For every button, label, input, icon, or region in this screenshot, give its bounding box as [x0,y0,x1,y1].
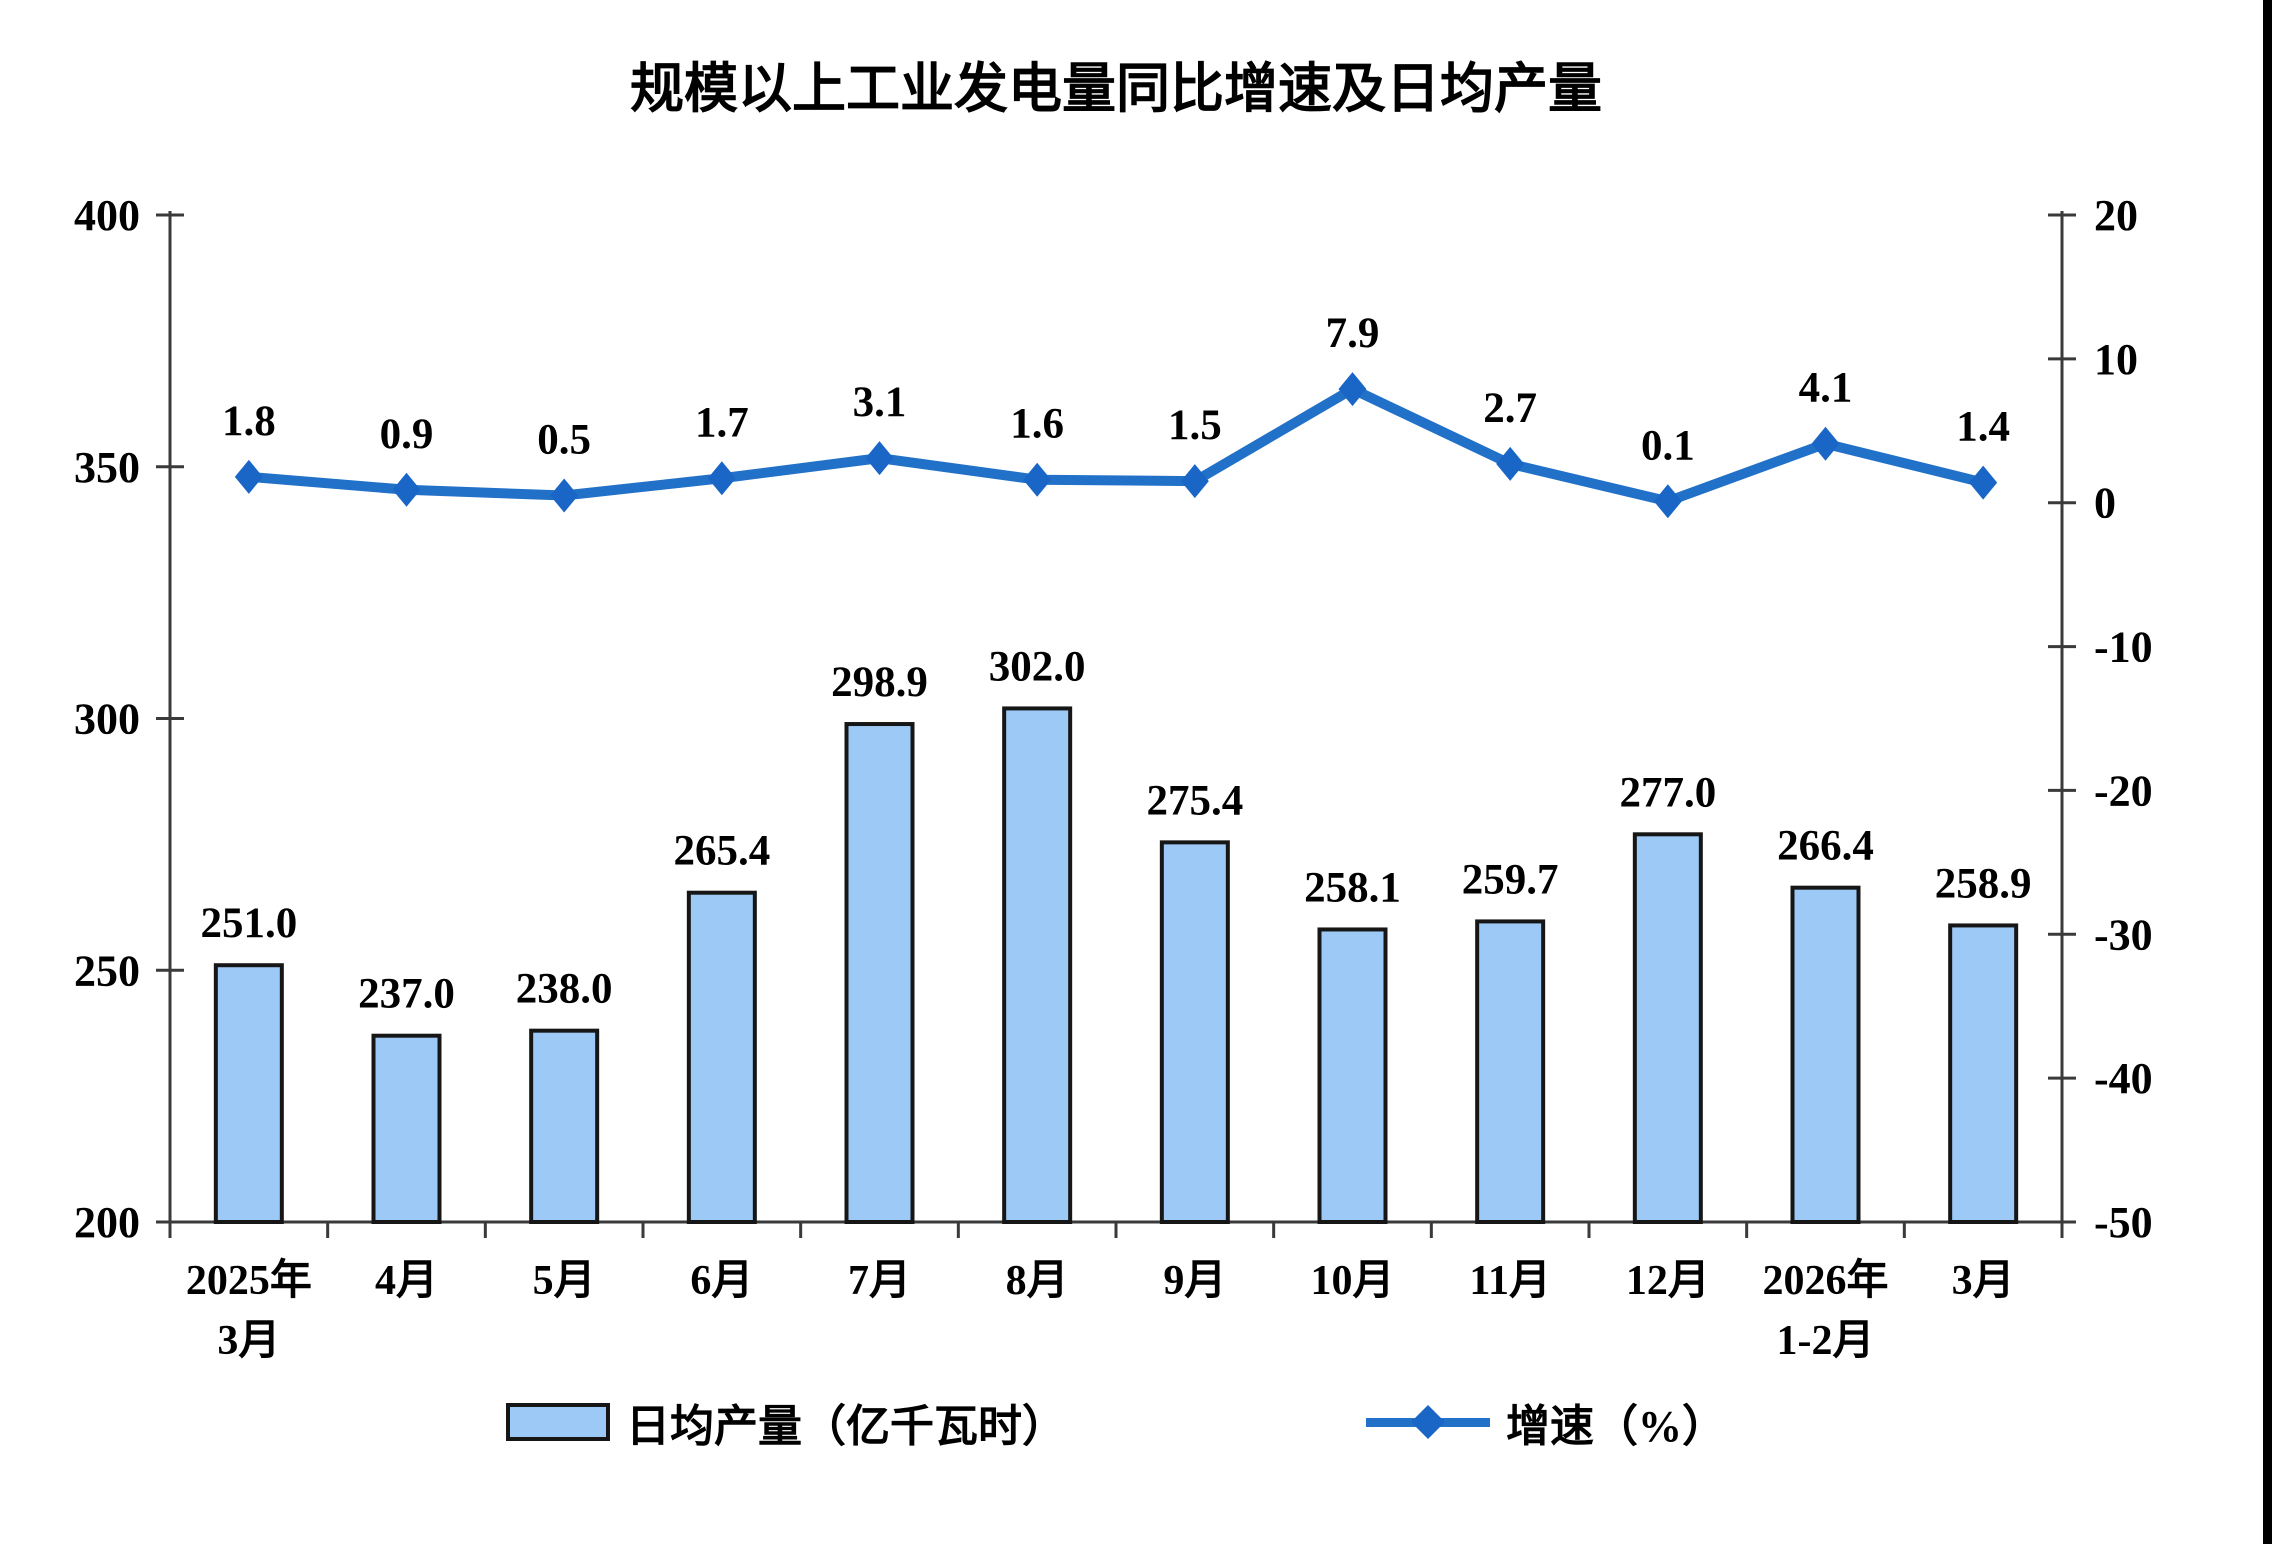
bar [529,1028,600,1225]
line-value-label: 1.4 [1956,404,2010,451]
right-axis-tick-label: 0 [2094,479,2116,528]
x-category-label: 10月 [1310,1258,1394,1304]
right-axis-tick-label: -30 [2094,910,2153,959]
left-axis-tick-label: 300 [74,695,140,744]
bar [213,963,284,1225]
legend-item-bars: 日均产量（亿千瓦时） [506,1390,1066,1454]
x-category-label: 9月 [1163,1258,1226,1304]
x-category-label: 4月 [375,1258,438,1304]
left-axis-tick-label: 250 [74,946,140,995]
bar-value-label: 275.4 [1146,777,1243,824]
line-marker [234,459,263,494]
x-category-label: 11月 [1469,1258,1551,1304]
line-value-label: 4.1 [1799,365,1853,412]
line-value-label: 1.5 [1168,402,1222,449]
legend-item-line: 增速（%） [1366,1390,1726,1454]
bar-value-label: 277.0 [1619,769,1716,816]
bar-value-label: 238.0 [516,966,613,1013]
bar-swatch-icon [506,1403,610,1441]
plot-area: 400 350 300 250 200 20 10 0 -10 -20 -30 -40 -50 2025年… [74,191,2153,1364]
line-marker [1496,446,1525,481]
line-marker [1653,484,1682,519]
right-axis-tick-label: 10 [2094,335,2138,384]
line-marker [1180,464,1209,499]
bar [686,890,757,1224]
bar [1002,706,1073,1224]
diamond-marker-icon [1411,1405,1445,1439]
bar-value-label: 302.0 [989,643,1086,690]
line-value-label: 1.6 [1010,401,1064,448]
x-category-label: 6月 [690,1258,753,1304]
line-value-label: 0.5 [537,417,591,464]
right-axis-tick-label: 20 [2094,191,2138,240]
x-category-label: 2026年 [1762,1257,1888,1304]
x-category-label: 7月 [848,1258,911,1304]
line-marker [1811,426,1840,461]
x-category-label: 3月 [1952,1258,2015,1304]
bar [1475,919,1546,1225]
legend-label-line: 增速（%） [1506,1402,1726,1451]
line-value-label: 3.1 [853,379,907,426]
line-marker [707,461,736,496]
growth-line [243,384,1989,507]
bar-value-label: 258.1 [1304,864,1401,911]
bar-value-label: 237.0 [358,971,455,1018]
line-marker [550,478,579,513]
bar-value-label: 258.9 [1935,860,2032,907]
line-value-label: 0.9 [380,411,434,458]
left-axis-tick-label: 200 [74,1198,140,1247]
bar [371,1033,442,1224]
line-marker [1338,372,1367,407]
x-category-label: 3月 [217,1318,280,1364]
line-marker [865,441,894,476]
bar [1790,885,1861,1225]
line-value-label: 0.1 [1641,422,1695,469]
line-marker [1969,465,1998,500]
line-value-label: 2.7 [1483,385,1537,432]
left-axis-tick-label: 400 [74,191,140,240]
line-marker [392,472,421,507]
right-axis-tick-label: -40 [2094,1054,2153,1103]
x-category-label: 1-2月 [1777,1318,1875,1364]
chart-title: 规模以上工业发电量同比增速及日均产量 [630,59,1602,119]
bar [1159,840,1230,1225]
bar [1632,832,1703,1224]
left-axis-tick-label: 350 [74,443,140,492]
bar-value-label: 259.7 [1462,856,1559,903]
bar-value-label: 266.4 [1777,823,1874,870]
line-value-label: 7.9 [1326,310,1380,357]
legend-label-bars: 日均产量（亿千瓦时） [626,1402,1066,1451]
bar [1948,923,2019,1224]
line-value-label: 1.7 [695,399,749,446]
right-axis-tick-label: -50 [2094,1198,2153,1247]
x-category-label: 12月 [1626,1258,1710,1304]
x-category-label: 2025年 [186,1257,312,1304]
x-category-label: 8月 [1006,1258,1069,1304]
bar-value-label: 265.4 [673,828,770,875]
screen-right-edge [2263,0,2272,1544]
bar [844,722,915,1224]
right-axis-tick-label: -10 [2094,623,2153,672]
bar-value-label: 251.0 [200,900,297,947]
line-value-label: 1.8 [222,398,276,445]
right-axis-tick-label: -20 [2094,766,2153,815]
line-marker-icon [1366,1399,1490,1445]
line-marker [1023,462,1052,497]
x-category-label: 5月 [533,1258,596,1304]
bar [1317,927,1388,1224]
bar-value-label: 298.9 [831,659,928,706]
legend: 日均产量（亿千瓦时） 增速（%） [0,1390,2232,1454]
